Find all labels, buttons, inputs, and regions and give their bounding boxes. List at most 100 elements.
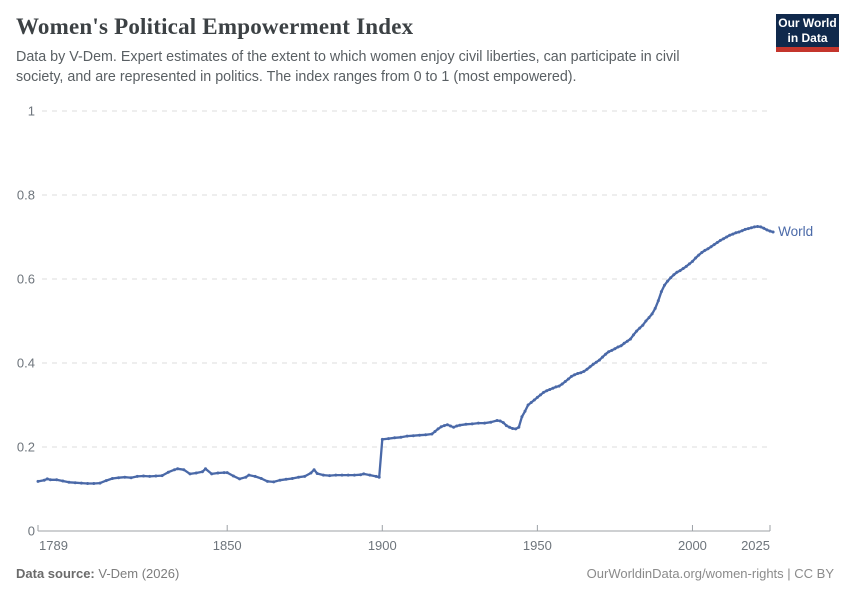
data-point <box>706 247 710 251</box>
data-point <box>656 299 660 303</box>
data-point <box>523 409 527 413</box>
data-point <box>554 385 558 389</box>
data-point <box>563 380 567 383</box>
data-point <box>607 350 611 354</box>
data-point <box>458 423 462 427</box>
data-point <box>442 424 446 428</box>
data-point <box>753 225 756 229</box>
data-point <box>709 245 713 249</box>
data-point <box>576 372 580 375</box>
data-point <box>290 477 294 480</box>
data-point <box>73 481 77 485</box>
data-point <box>597 358 601 362</box>
data-point <box>79 481 83 485</box>
data-point <box>160 474 164 478</box>
y-tick-label: 0.8 <box>17 188 35 203</box>
data-point <box>697 253 701 257</box>
data-point <box>740 229 744 233</box>
data-point <box>749 226 753 230</box>
data-point <box>222 471 226 475</box>
data-point <box>464 422 468 426</box>
data-source-label: Data source: <box>16 566 95 581</box>
data-point <box>545 389 549 393</box>
data-point <box>142 474 145 478</box>
data-point <box>619 344 623 348</box>
data-point <box>272 480 276 484</box>
data-point <box>703 248 707 252</box>
data-point <box>123 475 127 479</box>
x-tick-label: 2000 <box>678 538 707 553</box>
data-point <box>756 225 760 228</box>
data-point <box>86 482 90 485</box>
data-point <box>566 377 570 381</box>
data-point <box>532 398 536 402</box>
data-point <box>511 427 515 430</box>
data-point <box>377 475 381 479</box>
x-tick-label: 1789 <box>39 538 68 553</box>
data-point <box>691 259 694 263</box>
x-tick-label: 2025 <box>741 538 770 553</box>
data-point <box>411 434 415 438</box>
data-point <box>98 481 102 485</box>
data-point <box>746 227 750 231</box>
data-point <box>225 471 229 475</box>
data-point <box>759 225 763 229</box>
data-point <box>632 333 635 337</box>
data-point <box>669 276 673 280</box>
data-point <box>148 474 152 478</box>
data-point <box>501 421 505 425</box>
data-point <box>424 433 428 437</box>
data-point <box>321 473 325 477</box>
data-point <box>374 474 378 478</box>
data-point <box>188 472 192 476</box>
owid-logo[interactable]: Our World in Data <box>776 14 839 52</box>
data-point <box>259 477 263 480</box>
data-point <box>61 479 65 483</box>
data-point <box>725 235 729 239</box>
data-point <box>455 424 459 428</box>
data-point <box>650 312 654 316</box>
x-tick-label: 1950 <box>523 538 552 553</box>
data-point <box>681 267 685 270</box>
data-point <box>393 436 397 440</box>
data-point <box>560 382 564 386</box>
data-point <box>548 388 552 391</box>
data-point <box>514 427 518 431</box>
data-point <box>104 479 108 483</box>
data-point <box>579 371 583 375</box>
data-point <box>722 237 725 241</box>
data-point <box>638 326 642 330</box>
data-point <box>284 477 288 481</box>
data-point <box>67 480 71 484</box>
chart-subtitle: Data by V-Dem. Expert estimates of the e… <box>16 49 680 85</box>
data-point <box>433 430 437 433</box>
series-label-world: World <box>778 224 813 239</box>
data-point <box>92 482 96 485</box>
data-point <box>616 345 620 349</box>
data-point <box>504 424 508 428</box>
data-point <box>604 352 608 356</box>
y-tick-label: 0.2 <box>17 440 35 455</box>
owid-citation-link[interactable]: OurWorldinData.org/women-rights | CC BY <box>586 566 834 581</box>
data-point <box>176 467 180 471</box>
data-point <box>216 471 220 475</box>
data-point <box>359 473 363 477</box>
data-point <box>55 478 59 482</box>
data-point <box>526 403 530 407</box>
data-point <box>253 474 257 478</box>
data-point <box>498 419 502 423</box>
plot-area[interactable] <box>38 111 770 531</box>
data-point <box>449 424 452 428</box>
data-point <box>352 473 356 477</box>
data-point <box>362 472 366 476</box>
data-point <box>315 472 319 475</box>
data-point <box>557 384 561 388</box>
data-point <box>309 471 313 475</box>
data-point <box>684 264 688 268</box>
data-point <box>303 474 307 478</box>
data-point <box>743 227 747 231</box>
data-point <box>42 478 46 482</box>
x-tick-label: 1850 <box>213 538 242 553</box>
data-point <box>452 425 456 429</box>
